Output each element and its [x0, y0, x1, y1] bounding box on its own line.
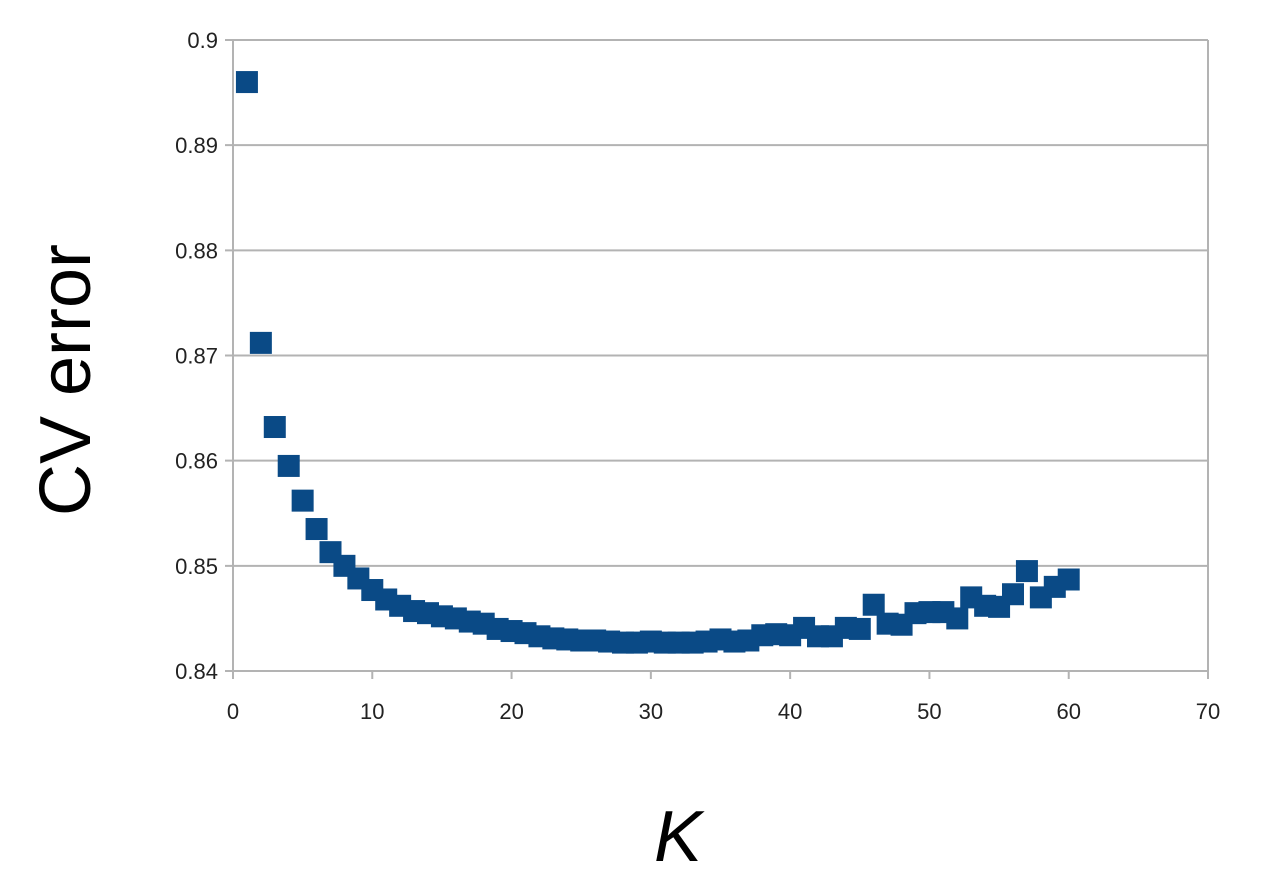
data-point: [235, 71, 258, 94]
x-tick-label: 30: [639, 699, 663, 724]
x-tick-label: 10: [360, 699, 384, 724]
y-tick-labels: 0.84 0.85 0.86 0.87 0.88 0.89 0.9: [175, 28, 218, 684]
data-point: [305, 518, 328, 541]
y-axis-label: CV error: [26, 244, 106, 516]
data-points: [235, 71, 1080, 654]
y-tick-label: 0.9: [187, 28, 218, 53]
y-tick-label: 0.84: [175, 659, 218, 684]
x-tick-label: 70: [1196, 699, 1220, 724]
x-axis-label: K: [654, 797, 705, 877]
data-point: [1057, 568, 1080, 591]
y-tick-label: 0.86: [175, 449, 218, 474]
x-tick-labels: 0 10 20 30 40 50 60 70: [227, 699, 1220, 724]
data-point: [291, 489, 314, 512]
x-tick-label: 60: [1056, 699, 1080, 724]
data-point: [848, 617, 871, 640]
data-point: [1015, 560, 1038, 583]
x-tick-label: 50: [917, 699, 941, 724]
x-tick-label: 20: [499, 699, 523, 724]
y-tick-label: 0.87: [175, 344, 218, 369]
data-point: [1002, 583, 1024, 606]
gridlines: [225, 39, 1208, 672]
data-point: [946, 607, 969, 630]
data-point: [249, 331, 272, 354]
data-point: [277, 454, 300, 477]
y-tick-label: 0.85: [175, 554, 218, 579]
x-tick-label: 40: [778, 699, 802, 724]
y-tick-label: 0.89: [175, 133, 218, 158]
data-point: [862, 593, 885, 616]
x-tick-label: 0: [227, 699, 239, 724]
y-tick-label: 0.88: [175, 238, 218, 263]
data-point: [263, 416, 286, 439]
axes: [232, 40, 1209, 679]
